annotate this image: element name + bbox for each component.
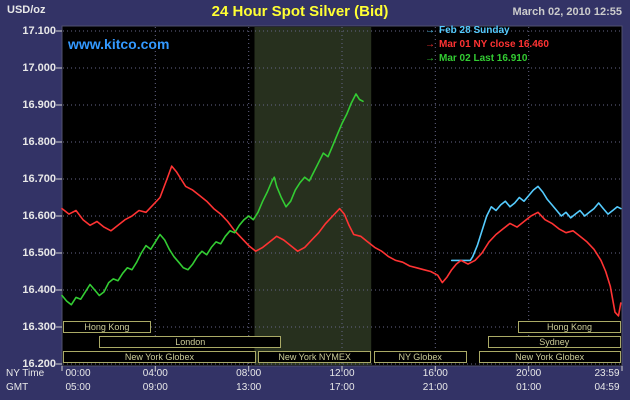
- legend-item: → Mar 02 Last 16.910: [425, 52, 549, 66]
- y-tick-label: 16.500: [22, 247, 56, 259]
- y-tick-label: 16.200: [22, 358, 56, 370]
- y-tick-label: 16.800: [22, 136, 56, 148]
- session-bar-hong-kong: Hong Kong: [63, 321, 151, 333]
- legend-item-label: Mar 01 NY close 16.460: [439, 39, 549, 50]
- y-tick-label: 16.400: [22, 284, 56, 296]
- chart-title: 24 Hour Spot Silver (Bid): [211, 3, 389, 20]
- session-bar-london: London: [99, 336, 282, 348]
- x-tick-label: 08:00: [236, 368, 262, 379]
- legend-marker-arrow-icon: →: [425, 39, 435, 50]
- legend-item: → Feb 28 Sunday: [425, 24, 549, 38]
- x-tick-label: 20:00: [516, 368, 542, 379]
- kitco-watermark-link[interactable]: www.kitco.com: [68, 36, 170, 52]
- x-tick-label: 17:00: [329, 382, 355, 393]
- x-tick-label: 16:00: [422, 368, 448, 379]
- legend-item: → Mar 01 NY close 16.460: [425, 38, 549, 52]
- x-tick-label: 09:00: [142, 382, 168, 393]
- x-tick-label: 04:00: [142, 368, 168, 379]
- x-tick-label: 01:00: [516, 382, 542, 393]
- session-bar-sydney: Sydney: [487, 336, 621, 348]
- legend: → Feb 28 Sunday → Mar 01 NY close 16.460 → Ma…: [425, 24, 549, 66]
- chart-datetime: March 02, 2010 12:55: [512, 6, 622, 18]
- legend-item-label: Feb 28 Sunday: [439, 25, 510, 36]
- session-bar-hong-kong: Hong Kong: [518, 321, 621, 333]
- y-tick-label: 16.300: [22, 321, 56, 333]
- x-axis-caption-ny-time: NY Time: [6, 368, 45, 379]
- y-tick-label: 16.700: [22, 173, 56, 185]
- x-tick-label: 12:00: [329, 368, 355, 379]
- x-tick-label: 05:00: [65, 382, 91, 393]
- legend-marker-arrow-icon: →: [425, 25, 435, 36]
- x-tick-label: 21:00: [422, 382, 448, 393]
- x-tick-label: 00:00: [65, 368, 91, 379]
- legend-item-label: Mar 02 Last 16.910: [439, 53, 528, 64]
- session-bar-ny-globex: NY Globex: [373, 351, 467, 363]
- x-tick-label: 23:59: [594, 368, 620, 379]
- y-tick-label: 17.100: [22, 25, 56, 37]
- session-bar-new-york-globex: New York Globex: [63, 351, 256, 363]
- y-tick-label: 16.600: [22, 210, 56, 222]
- session-bar-new-york-globex: New York Globex: [478, 351, 621, 363]
- session-bar-new-york-nymex: New York NYMEX: [258, 351, 372, 363]
- x-axis-caption-gmt: GMT: [6, 382, 29, 393]
- x-tick-label: 13:00: [236, 382, 262, 393]
- y-axis-unit-label: USD/oz: [7, 4, 46, 16]
- legend-marker-arrow-icon: →: [425, 53, 435, 64]
- x-tick-label: 04:59: [594, 382, 620, 393]
- y-tick-label: 16.900: [22, 99, 56, 111]
- y-tick-label: 17.000: [22, 62, 56, 74]
